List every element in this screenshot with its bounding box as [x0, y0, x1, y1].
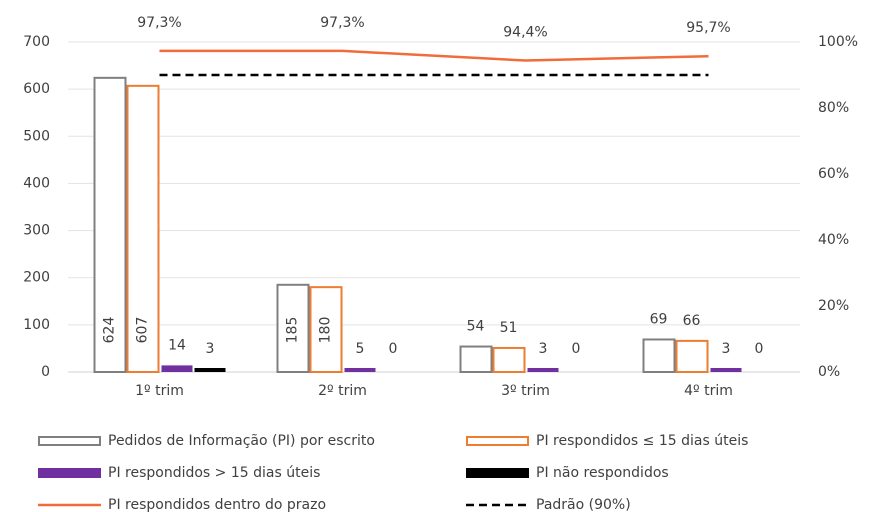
- bar: [642, 338, 676, 374]
- legend-label: PI não respondidos: [536, 465, 669, 481]
- y2-tick-label: 20%: [818, 298, 849, 314]
- x-tick-label: 1º trim: [135, 383, 184, 399]
- line: [159, 49, 709, 62]
- y2-tick-label: 100%: [818, 34, 858, 50]
- y2-tick-label: 80%: [818, 100, 849, 116]
- data-label: 69: [650, 311, 668, 327]
- data-label: 97,3%: [137, 15, 181, 31]
- bar: [93, 76, 127, 373]
- bar: [344, 368, 376, 372]
- data-label: 54: [467, 319, 485, 335]
- bar: [126, 84, 160, 373]
- y-tick-label: 300: [23, 223, 50, 239]
- data-label: 95,7%: [686, 20, 730, 36]
- y2-tick-label: 60%: [818, 166, 849, 182]
- data-label: 3: [722, 341, 731, 357]
- y-tick-label: 500: [23, 128, 50, 144]
- data-label: 624: [102, 317, 118, 344]
- legend-label: PI respondidos ≤ 15 dias úteis: [536, 433, 748, 449]
- legend-marker: [38, 436, 101, 446]
- y2-tick-label: 0%: [818, 364, 840, 380]
- data-label: 0: [572, 341, 581, 357]
- bar: [309, 286, 343, 373]
- data-label: 180: [318, 317, 334, 344]
- bar: [492, 346, 526, 374]
- data-label: 94,4%: [503, 24, 547, 40]
- bar: [710, 368, 742, 372]
- bar: [527, 368, 559, 372]
- x-tick-label: 4º trim: [684, 383, 733, 399]
- legend-marker: [466, 468, 529, 478]
- data-label: 97,3%: [320, 15, 364, 31]
- legend-marker: [466, 436, 529, 446]
- data-label: 3: [206, 341, 215, 357]
- y-tick-label: 100: [23, 317, 50, 333]
- y-tick-label: 200: [23, 270, 50, 286]
- legend-label: Pedidos de Informação (PI) por escrito: [108, 433, 375, 449]
- legend-label: PI respondidos > 15 dias úteis: [108, 465, 320, 481]
- data-label: 607: [135, 317, 151, 344]
- bar: [161, 365, 193, 372]
- data-label: 3: [539, 341, 548, 357]
- y-tick-label: 600: [23, 81, 50, 97]
- y-tick-label: 400: [23, 175, 50, 191]
- y-tick-label: 700: [23, 34, 50, 50]
- data-label: 185: [285, 317, 301, 344]
- legend-label: Padrão (90%): [536, 497, 631, 512]
- data-label: 14: [168, 337, 186, 353]
- data-label: 5: [356, 341, 365, 357]
- legend-label: PI respondidos dentro do prazo: [108, 497, 326, 512]
- y-tick-label: 0: [41, 364, 50, 380]
- legend-marker: [38, 468, 101, 478]
- data-label: 51: [500, 320, 518, 336]
- x-tick-label: 3º trim: [501, 383, 550, 399]
- data-label: 0: [755, 341, 764, 357]
- data-label: 66: [683, 313, 701, 329]
- data-label: 0: [389, 341, 398, 357]
- y2-tick-label: 40%: [818, 232, 849, 248]
- x-tick-label: 2º trim: [318, 383, 367, 399]
- bar: [276, 283, 310, 373]
- bar: [194, 368, 226, 372]
- bar: [675, 339, 709, 373]
- bar: [459, 345, 493, 373]
